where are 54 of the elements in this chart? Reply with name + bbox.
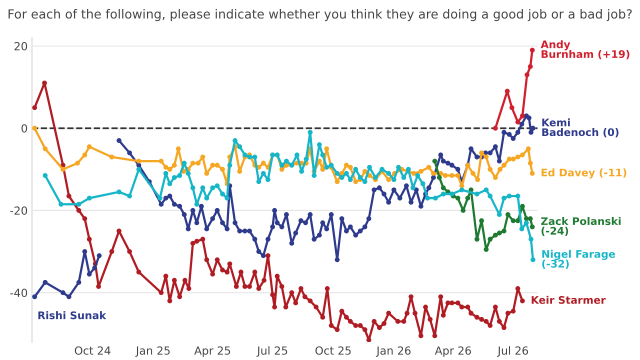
series-label: Keir Starmer — [532, 296, 606, 304]
point — [32, 294, 38, 300]
point — [92, 266, 98, 270]
point — [474, 236, 480, 242]
series-label: Rishi Sunak — [38, 311, 106, 320]
series-label: Ed Davey (-11) — [542, 168, 626, 179]
point — [515, 120, 520, 124]
point — [460, 208, 466, 213]
x-tick-label: Jul 25 — [256, 346, 288, 357]
point — [465, 196, 470, 201]
point — [524, 72, 530, 78]
point — [455, 196, 460, 201]
y-tick-label: -40 — [10, 288, 28, 298]
series-label: Zack Polanski (-24) — [541, 217, 621, 236]
point — [496, 230, 502, 236]
point — [528, 216, 533, 222]
series-label: Andy Burnham (+19) — [540, 40, 630, 60]
point — [506, 212, 510, 217]
y-tick-label: 0 — [21, 124, 28, 133]
x-tick-label: Oct 25 — [315, 346, 351, 355]
y-tick-label: -20 — [10, 206, 28, 215]
point — [528, 64, 533, 70]
x-tick-label: Jan 26 — [376, 346, 411, 357]
point — [436, 175, 442, 180]
point — [509, 105, 514, 110]
point — [488, 236, 493, 242]
point — [440, 185, 446, 190]
point — [530, 224, 535, 230]
point — [530, 48, 535, 53]
point — [76, 280, 82, 285]
series-label: Kemi Badenoch (0) — [542, 118, 618, 138]
point — [492, 232, 498, 238]
series-label: Nigel Farage (-32) — [542, 250, 616, 269]
point — [492, 126, 498, 131]
point — [479, 218, 484, 224]
point — [520, 113, 525, 118]
x-tick-label: Jan 25 — [135, 346, 170, 357]
point — [510, 218, 516, 224]
point — [432, 158, 438, 164]
x-tick-label: Apr 26 — [434, 346, 471, 357]
x-tick-label: Oct 24 — [74, 346, 110, 355]
y-tick-label: 20 — [14, 42, 28, 50]
x-tick-label: Apr 25 — [194, 346, 230, 357]
point — [520, 204, 525, 209]
point — [484, 247, 489, 252]
point — [66, 294, 72, 300]
point — [86, 272, 92, 277]
point — [82, 249, 88, 254]
point — [96, 253, 102, 258]
chart-title: For each of the following, please indicate whether you think they are doing a good job or a bad job? — [8, 9, 632, 22]
point — [60, 290, 66, 296]
point — [42, 280, 48, 285]
point — [502, 228, 506, 234]
x-tick-label: Jul 26 — [497, 346, 528, 357]
